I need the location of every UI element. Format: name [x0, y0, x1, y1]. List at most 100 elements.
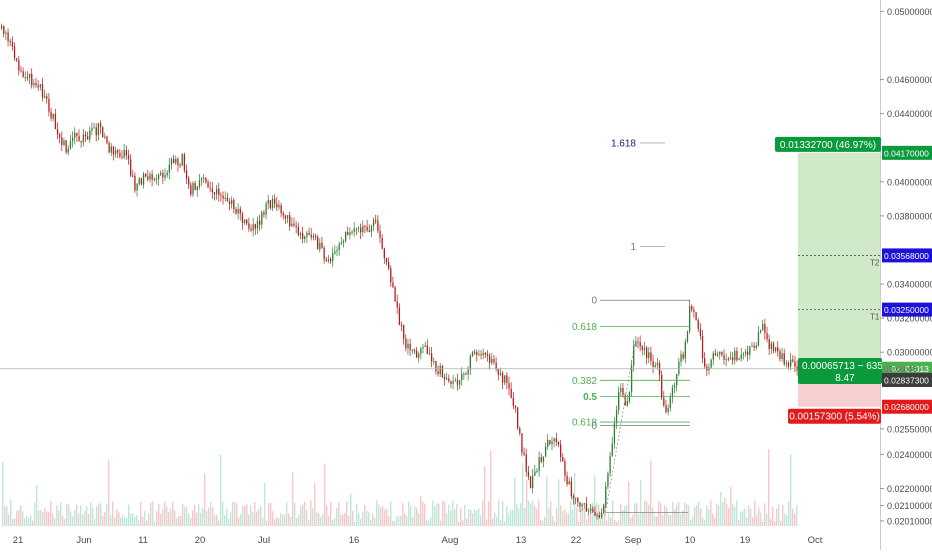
volume-bar [594, 475, 596, 526]
candle-body [529, 476, 532, 488]
candle-body [783, 353, 785, 365]
candle-body [385, 257, 388, 263]
volume-bar [600, 518, 602, 526]
volume-bar [744, 508, 746, 526]
volume-bar [754, 500, 756, 526]
candle-body [166, 172, 168, 176]
candle-body [183, 154, 186, 171]
time-tick-label: Jun [76, 535, 91, 546]
candle-body [349, 232, 351, 235]
candle-body [587, 510, 590, 512]
price-tick-label: 0.04000000 [887, 177, 932, 187]
candle-body [525, 454, 527, 472]
candle-body [123, 150, 125, 158]
target-price-tag-T1: 0.03250000 [884, 305, 929, 315]
volume-bar [446, 513, 448, 526]
volume-bar [16, 511, 18, 526]
candle-body [486, 354, 489, 356]
candle-body [527, 471, 530, 477]
volume-bar [522, 463, 524, 526]
volume-bar [14, 518, 16, 526]
volume-bar [650, 460, 652, 526]
candle-body [388, 262, 390, 269]
volume-bar [116, 509, 118, 526]
candle-body [738, 358, 740, 361]
volume-bar [34, 502, 36, 526]
candle-body [682, 354, 684, 359]
volume-bar [752, 517, 754, 526]
volume-bar [166, 506, 168, 526]
volume-bar [360, 518, 362, 526]
candle-body [719, 352, 721, 355]
price-tick-label: 0.03000000 [887, 348, 932, 358]
candle-body [13, 46, 16, 59]
candle-body [246, 219, 248, 224]
candle-body [347, 231, 349, 235]
volume-bar [560, 505, 562, 526]
time-tick-label: 11 [138, 535, 148, 546]
volume-bar [272, 511, 274, 526]
candle-body [160, 172, 162, 175]
volume-bar [466, 518, 468, 526]
volume-bar [202, 508, 204, 526]
candle-body [267, 200, 269, 204]
candle-body [493, 358, 495, 363]
candle-body [194, 182, 196, 191]
candle-body [568, 481, 570, 485]
candle-body [566, 475, 568, 485]
volume-bar [408, 501, 410, 526]
volume-bar [268, 503, 270, 526]
target-price-tag-T2: 0.03568000 [884, 251, 929, 261]
volume-bar [172, 501, 174, 526]
volume-bar [774, 521, 776, 526]
candle-body [489, 355, 491, 363]
volume-bar [702, 517, 704, 526]
volume-bar [578, 521, 580, 526]
candle-body [117, 150, 119, 153]
candle-body [463, 373, 465, 375]
target-profit-label: 0.01332700 (46.97%) [780, 140, 876, 151]
volume-bar [392, 520, 394, 526]
candle-body [259, 220, 261, 225]
volume-bar [454, 508, 456, 526]
candle-body [431, 353, 433, 362]
volume-bar [606, 520, 608, 526]
candle-body [519, 428, 521, 434]
candle-body [340, 242, 342, 245]
candle-body [308, 232, 310, 235]
candle-body [76, 132, 78, 136]
volume-bar [714, 517, 716, 526]
candle-body [790, 359, 792, 367]
volume-bar [48, 511, 50, 526]
candle-body [286, 215, 289, 219]
candle-body [551, 441, 553, 444]
candle-body [314, 235, 317, 237]
fib-level-label: 0.618 [572, 418, 597, 429]
volume-bar [294, 503, 296, 526]
volume-bar [368, 511, 370, 526]
time-tick-label: 10 [685, 535, 696, 546]
volume-bar [430, 516, 432, 526]
volume-bar [38, 510, 40, 526]
target-price-tag-T1-bg [882, 302, 932, 317]
candle-body [508, 383, 510, 389]
candle-body [284, 215, 287, 219]
volume-bar [96, 506, 98, 526]
candle-body [592, 508, 594, 512]
candle-body [200, 178, 203, 181]
volume-bar [68, 504, 70, 526]
volume-bar [582, 508, 584, 526]
candle-body [37, 85, 39, 88]
candle-body [67, 148, 69, 153]
volume-bar [758, 507, 760, 526]
volume-bar [286, 502, 288, 526]
candle-body [751, 345, 753, 347]
volume-bar [432, 500, 434, 526]
candle-body [742, 353, 745, 355]
volume-bar [536, 508, 538, 526]
volume-bar [56, 505, 58, 526]
candle-body [63, 140, 65, 145]
volume-bar [616, 521, 618, 526]
